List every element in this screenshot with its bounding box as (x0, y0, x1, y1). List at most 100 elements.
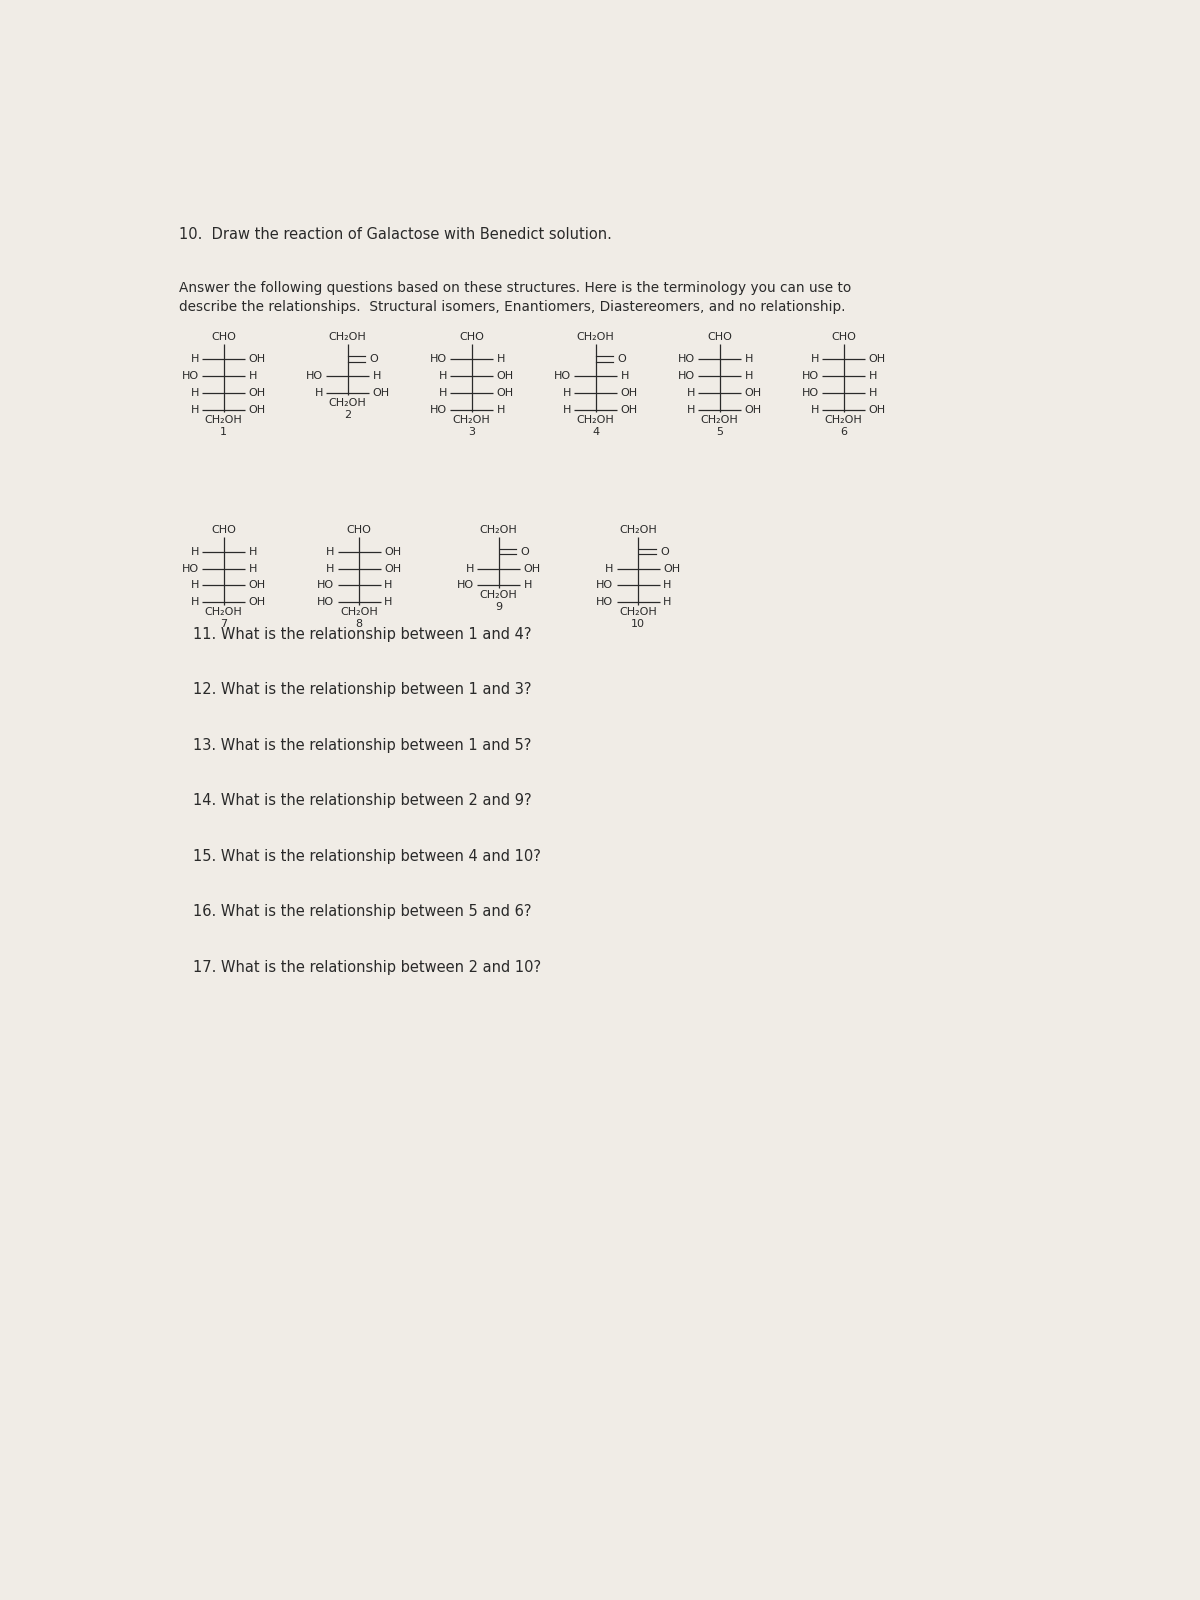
Text: H: H (686, 405, 695, 414)
Text: OH: OH (744, 405, 762, 414)
Text: CH₂OH: CH₂OH (205, 414, 242, 424)
Text: CH₂OH: CH₂OH (619, 525, 658, 534)
Text: 9: 9 (496, 602, 503, 613)
Text: Answer the following questions based on these structures. Here is the terminolog: Answer the following questions based on … (180, 280, 852, 294)
Text: H: H (191, 547, 199, 557)
Text: OH: OH (248, 597, 265, 608)
Text: OH: OH (664, 563, 680, 573)
Text: CHO: CHO (832, 333, 856, 342)
Text: HO: HO (802, 371, 818, 381)
Text: OH: OH (248, 581, 265, 590)
Text: 4: 4 (592, 427, 599, 437)
Text: OH: OH (248, 354, 265, 365)
Text: 3: 3 (468, 427, 475, 437)
Text: 10.  Draw the reaction of Galactose with Benedict solution.: 10. Draw the reaction of Galactose with … (180, 227, 612, 242)
Text: O: O (618, 354, 626, 365)
Text: OH: OH (384, 547, 401, 557)
Text: OH: OH (869, 405, 886, 414)
Text: O: O (521, 547, 529, 557)
Text: 13. What is the relationship between 1 and 5?: 13. What is the relationship between 1 a… (193, 738, 530, 754)
Text: HO: HO (802, 387, 818, 398)
Text: H: H (563, 405, 571, 414)
Text: H: H (664, 597, 672, 608)
Text: H: H (497, 354, 505, 365)
Text: H: H (314, 387, 323, 398)
Text: OH: OH (744, 387, 762, 398)
Text: HO: HO (553, 371, 571, 381)
Text: 2: 2 (344, 410, 352, 419)
Text: 10: 10 (631, 619, 646, 629)
Text: OH: OH (497, 387, 514, 398)
Text: H: H (191, 597, 199, 608)
Text: O: O (660, 547, 670, 557)
Text: 11. What is the relationship between 1 and 4?: 11. What is the relationship between 1 a… (193, 627, 532, 642)
Text: H: H (523, 581, 532, 590)
Text: H: H (563, 387, 571, 398)
Text: H: H (438, 387, 446, 398)
Text: CH₂OH: CH₂OH (205, 606, 242, 618)
Text: OH: OH (869, 354, 886, 365)
Text: H: H (744, 354, 752, 365)
Text: CH₂OH: CH₂OH (329, 333, 366, 342)
Text: 12. What is the relationship between 1 and 3?: 12. What is the relationship between 1 a… (193, 683, 532, 698)
Text: H: H (191, 387, 199, 398)
Text: CH₂OH: CH₂OH (480, 590, 517, 600)
Text: H: H (326, 547, 335, 557)
Text: OH: OH (384, 563, 401, 573)
Text: H: H (744, 371, 752, 381)
Text: CHO: CHO (707, 333, 732, 342)
Text: OH: OH (620, 387, 637, 398)
Text: OH: OH (620, 405, 637, 414)
Text: H: H (466, 563, 474, 573)
Text: OH: OH (248, 405, 265, 414)
Text: CHO: CHO (460, 333, 484, 342)
Text: H: H (191, 354, 199, 365)
Text: H: H (605, 563, 613, 573)
Text: 5: 5 (716, 427, 724, 437)
Text: HO: HO (678, 371, 695, 381)
Text: HO: HO (317, 581, 335, 590)
Text: 17. What is the relationship between 2 and 10?: 17. What is the relationship between 2 a… (193, 960, 541, 974)
Text: OH: OH (497, 371, 514, 381)
Text: H: H (372, 371, 380, 381)
Text: CHO: CHO (347, 525, 372, 534)
Text: HO: HO (430, 405, 446, 414)
Text: 16. What is the relationship between 5 and 6?: 16. What is the relationship between 5 a… (193, 904, 532, 920)
Text: CH₂OH: CH₂OH (452, 414, 491, 424)
Text: 14. What is the relationship between 2 and 9?: 14. What is the relationship between 2 a… (193, 794, 532, 808)
Text: HO: HO (181, 371, 199, 381)
Text: 8: 8 (355, 619, 362, 629)
Text: H: H (326, 563, 335, 573)
Text: H: H (810, 354, 818, 365)
Text: 15. What is the relationship between 4 and 10?: 15. What is the relationship between 4 a… (193, 850, 540, 864)
Text: CH₂OH: CH₂OH (329, 397, 366, 408)
Text: CH₂OH: CH₂OH (480, 525, 517, 534)
Text: HO: HO (430, 354, 446, 365)
Text: H: H (191, 405, 199, 414)
Text: CH₂OH: CH₂OH (619, 606, 658, 618)
Text: H: H (869, 371, 877, 381)
Text: H: H (248, 563, 257, 573)
Text: O: O (370, 354, 378, 365)
Text: CH₂OH: CH₂OH (824, 414, 863, 424)
Text: CH₂OH: CH₂OH (701, 414, 738, 424)
Text: 1: 1 (220, 427, 227, 437)
Text: HO: HO (181, 563, 199, 573)
Text: CH₂OH: CH₂OH (577, 333, 614, 342)
Text: OH: OH (372, 387, 390, 398)
Text: H: H (620, 371, 629, 381)
Text: HO: HO (596, 581, 613, 590)
Text: H: H (384, 597, 392, 608)
Text: H: H (869, 387, 877, 398)
Text: HO: HO (306, 371, 323, 381)
Text: H: H (686, 387, 695, 398)
Text: HO: HO (457, 581, 474, 590)
Text: 7: 7 (220, 619, 227, 629)
Text: HO: HO (678, 354, 695, 365)
Text: describe the relationships.  Structural isomers, Enantiomers, Diastereomers, and: describe the relationships. Structural i… (180, 299, 846, 314)
Text: OH: OH (523, 563, 541, 573)
Text: H: H (248, 547, 257, 557)
Text: 6: 6 (840, 427, 847, 437)
Text: CHO: CHO (211, 333, 236, 342)
Text: H: H (664, 581, 672, 590)
